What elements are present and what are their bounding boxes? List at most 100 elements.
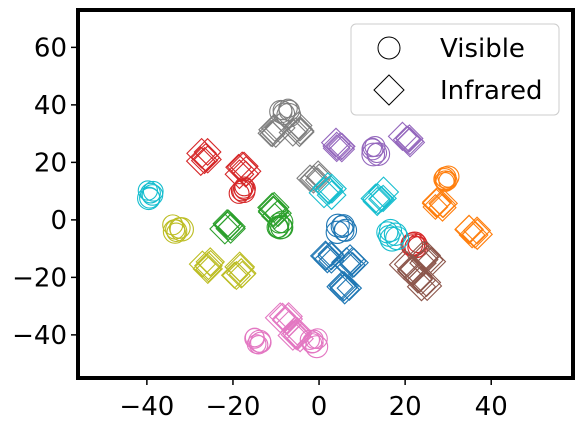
series-10 <box>137 172 410 252</box>
data-point-diamond <box>462 216 492 245</box>
data-point-circle <box>228 182 250 204</box>
data-point-diamond <box>328 135 356 163</box>
series-5 <box>320 121 426 167</box>
data-point-circle <box>361 142 386 167</box>
data-point-diamond <box>411 267 442 298</box>
legend: Visible Infrared <box>350 23 560 116</box>
data-point-circle <box>332 214 355 237</box>
data-point-diamond <box>311 241 341 271</box>
data-point-diamond <box>278 118 308 147</box>
data-point-diamond <box>308 177 340 209</box>
data-point-circle <box>248 335 269 355</box>
series-2 <box>421 165 494 251</box>
data-point-diamond <box>421 186 453 218</box>
data-point-circle <box>140 182 161 204</box>
legend-box <box>350 23 560 116</box>
series-9 <box>162 214 257 291</box>
data-point-diamond <box>428 188 459 219</box>
data-point-diamond <box>360 183 391 214</box>
data-point-diamond <box>395 124 424 153</box>
data-point-diamond <box>329 273 360 305</box>
data-point-diamond <box>339 251 366 279</box>
data-point-diamond <box>362 183 394 215</box>
x-tick-label: 20 <box>389 392 422 422</box>
data-point-circle <box>250 331 272 354</box>
legend-diamond-icon <box>373 74 405 106</box>
data-point-diamond <box>258 191 290 223</box>
data-point-circle <box>278 98 298 119</box>
data-point-diamond <box>212 209 244 241</box>
data-point-diamond <box>422 193 449 221</box>
series-8 <box>257 98 333 194</box>
data-point-diamond <box>326 132 356 161</box>
legend-label: Visible <box>440 34 525 64</box>
data-point-diamond <box>461 221 489 249</box>
data-point-circle <box>378 218 403 243</box>
data-point-diamond <box>316 180 347 211</box>
data-point-circle <box>137 186 161 211</box>
data-point-diamond <box>195 247 226 277</box>
data-point-diamond <box>309 240 341 272</box>
data-point-diamond <box>329 273 358 302</box>
data-point-diamond <box>190 146 219 175</box>
data-point-circle <box>376 221 399 244</box>
data-point-diamond <box>286 324 314 353</box>
data-point-diamond <box>221 260 252 291</box>
y-tick-label: 0 <box>50 206 67 236</box>
data-point-circle <box>361 138 384 161</box>
data-point-diamond <box>336 275 363 302</box>
data-point-diamond <box>322 134 351 163</box>
data-point-diamond <box>212 208 242 239</box>
data-point-diamond <box>367 185 395 213</box>
data-point-diamond <box>282 318 313 350</box>
data-point-diamond <box>280 319 311 350</box>
y-tick-label: 60 <box>34 33 67 63</box>
data-point-diamond <box>229 151 259 181</box>
data-point-diamond <box>392 125 422 154</box>
data-point-diamond <box>282 316 312 346</box>
data-point-diamond <box>335 244 365 274</box>
legend-circle-icon <box>377 36 401 60</box>
y-tick-label: −20 <box>12 263 67 293</box>
data-point-diamond <box>402 263 434 294</box>
data-point-diamond <box>225 257 257 289</box>
data-point-diamond <box>264 302 296 334</box>
y-tick-label: 20 <box>34 148 67 178</box>
x-tick-label: 40 <box>475 392 508 422</box>
x-tick-label: −20 <box>206 392 261 422</box>
data-point-diamond <box>214 211 241 238</box>
data-point-diamond <box>271 303 304 335</box>
data-point-diamond <box>328 132 356 161</box>
data-point-diamond <box>224 251 256 283</box>
x-tick-label: 0 <box>311 392 328 422</box>
data-point-diamond <box>406 266 434 293</box>
series-6 <box>388 240 447 302</box>
data-point-diamond <box>317 242 346 271</box>
data-point-diamond <box>185 146 216 177</box>
data-point-circle <box>366 142 391 166</box>
data-point-circle <box>325 220 349 245</box>
data-point-circle <box>437 165 460 188</box>
data-point-diamond <box>316 173 347 204</box>
data-point-circle <box>325 213 350 238</box>
data-point-circle <box>234 176 255 197</box>
data-point-diamond <box>287 115 313 142</box>
data-point-diamond <box>317 240 345 268</box>
data-point-diamond <box>412 270 443 302</box>
data-point-diamond <box>362 186 392 217</box>
x-tick-label: −40 <box>119 392 174 422</box>
data-point-diamond <box>277 320 309 351</box>
data-point-diamond <box>421 188 452 219</box>
data-point-diamond <box>328 270 360 302</box>
data-point-diamond <box>257 192 288 223</box>
data-point-diamond <box>296 164 324 193</box>
y-tick-label: 40 <box>34 91 67 121</box>
data-point-diamond <box>193 137 222 166</box>
data-point-diamond <box>395 126 425 156</box>
data-point-diamond <box>232 160 260 188</box>
data-point-diamond <box>428 193 457 222</box>
data-point-diamond <box>228 260 256 288</box>
series-3 <box>209 191 294 245</box>
data-point-circle <box>141 184 164 206</box>
